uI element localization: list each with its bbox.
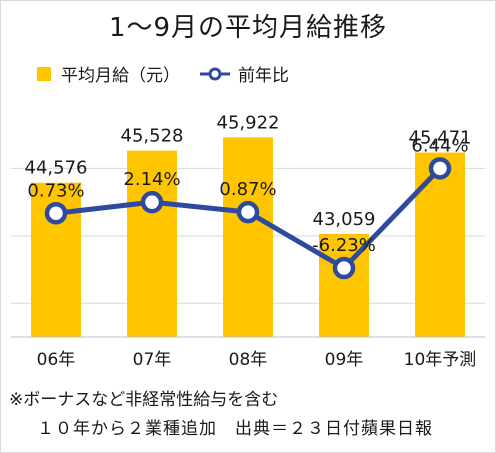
legend-line-label: 前年比 — [238, 66, 289, 86]
line-point — [428, 157, 452, 180]
chart-legend: 平均月給（元） 前年比 — [37, 61, 289, 86]
bar-value-label: 45,922 — [217, 112, 280, 133]
footnote: ※ボーナスなど非経常性給与を含む — [9, 390, 279, 410]
line-value-label: 0.87% — [219, 179, 276, 200]
line-point — [236, 200, 260, 224]
line-value-label: 2.14% — [123, 169, 180, 190]
bar-value-label: 43,059 — [313, 209, 376, 230]
x-tick-label: 10年予測 — [404, 350, 477, 370]
source-note: １０年から２業種追加 出典＝２３日付蘋果日報 — [37, 419, 433, 439]
x-tick-label: 07年 — [133, 350, 172, 370]
line-point — [140, 190, 164, 214]
legend-bar-swatch — [37, 66, 51, 81]
x-tick-label: 06年 — [37, 350, 76, 370]
line-value-label: -6.23% — [312, 235, 376, 256]
bar-value-label: 45,471 — [409, 128, 472, 149]
x-tick-label: 09年 — [325, 350, 364, 370]
bar-value-label: 44,576 — [25, 158, 88, 179]
bar-value-label: 45,528 — [121, 126, 184, 147]
chart-title: 1～9月の平均月給推移 — [108, 13, 388, 43]
bar — [223, 137, 273, 337]
line-value-label: 0.73% — [27, 180, 84, 201]
x-tick-label: 08年 — [229, 350, 268, 370]
line-value-label: 6.44% — [411, 135, 468, 156]
legend-bar-label: 平均月給（元） — [61, 66, 180, 86]
bar — [127, 150, 177, 337]
bar — [415, 152, 465, 337]
line-point — [44, 202, 68, 225]
legend-line-swatch — [200, 67, 230, 80]
chart-plot: 44,576 45,528 45,922 43,059 45,471 06年 07年 08年 0… — [11, 112, 485, 370]
line-point — [332, 256, 356, 280]
